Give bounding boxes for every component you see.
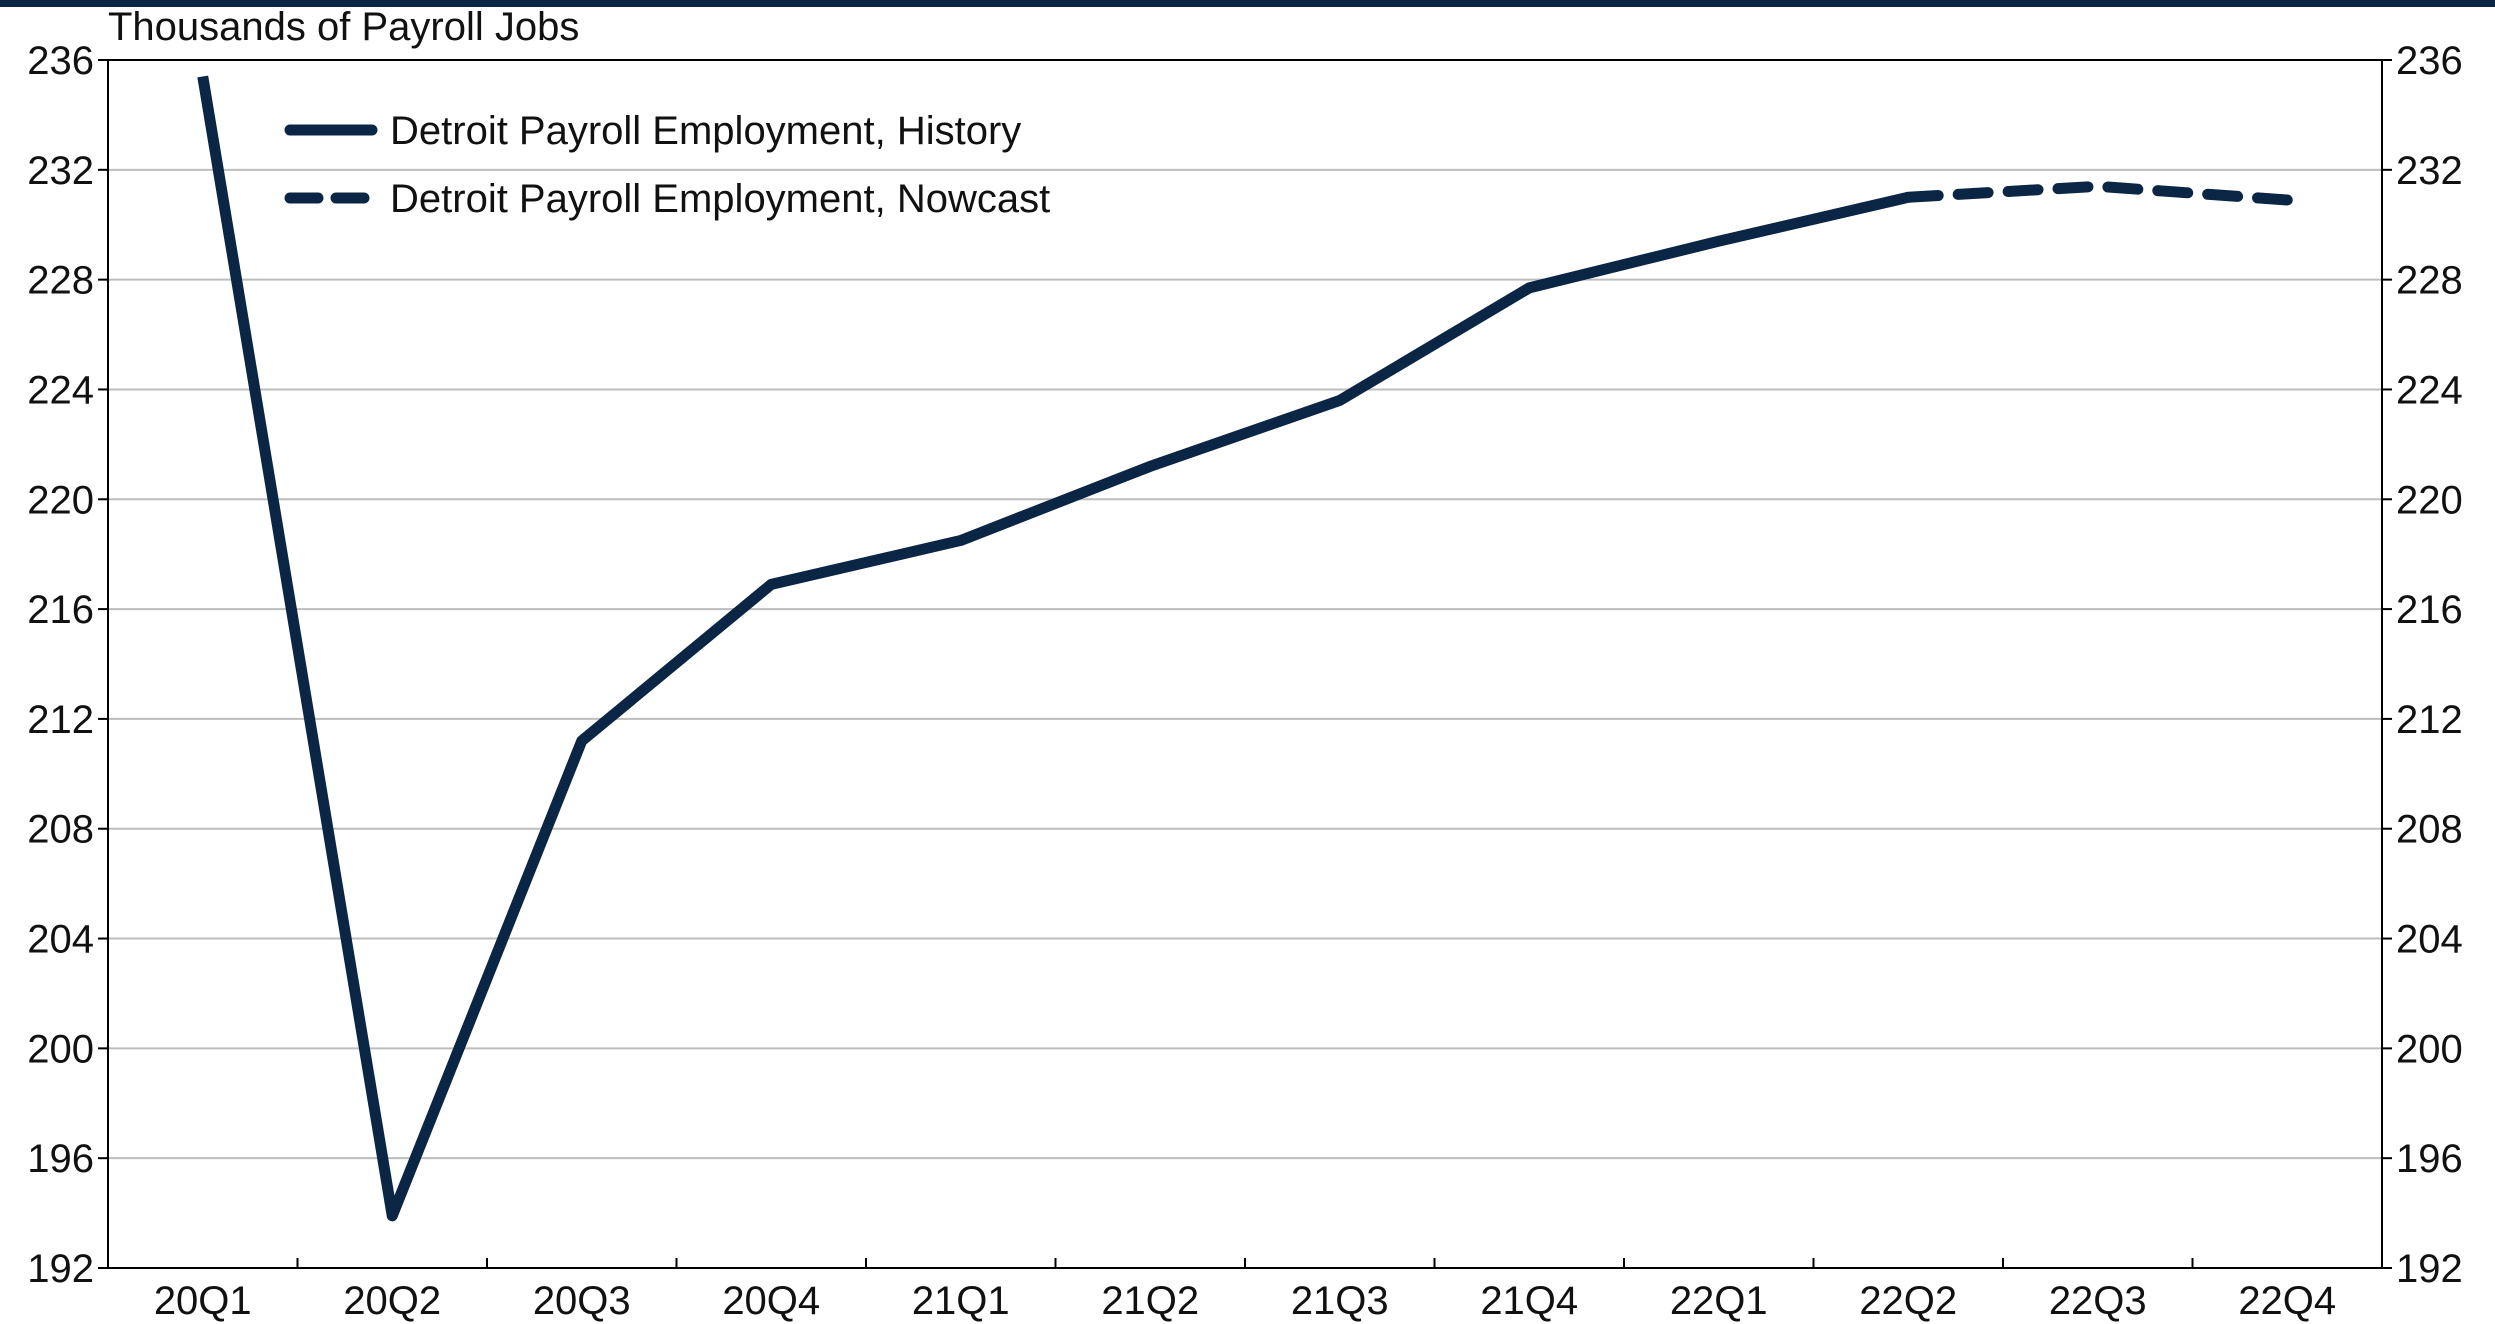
y-tick-label-left: 216 xyxy=(27,588,94,632)
top-rule xyxy=(0,0,2495,7)
y-tick-label-left: 196 xyxy=(27,1137,94,1181)
y-tick-label-right: 236 xyxy=(2396,39,2463,83)
y-tick-label-left: 220 xyxy=(27,478,94,522)
y-tick-label-left: 208 xyxy=(27,808,94,852)
left-axis-labels: 192 196 200 204 208 212 216 220 224 228 232 236 xyxy=(27,39,94,1291)
y-axis-title: Thousands of Payroll Jobs xyxy=(108,5,579,49)
y-tick-label-right: 204 xyxy=(2396,918,2463,962)
series-layer xyxy=(197,75,2293,1222)
y-tick-label-right: 220 xyxy=(2396,478,2463,522)
y-tick-label-right: 216 xyxy=(2396,588,2463,632)
y-tick-label-left: 236 xyxy=(27,39,94,83)
x-tick-label: 20Q1 xyxy=(154,1279,252,1323)
x-tick-label: 21Q3 xyxy=(1291,1279,1389,1323)
x-tick-label: 22Q4 xyxy=(2238,1279,2336,1323)
x-tick-marks xyxy=(296,1258,2194,1268)
y-tick-label-left: 192 xyxy=(27,1247,94,1291)
legend-label: Detroit Payroll Employment, History xyxy=(390,109,1021,153)
legend-label: Detroit Payroll Employment, Nowcast xyxy=(390,177,1050,221)
legend: Detroit Payroll Employment, History Detro… xyxy=(284,109,1050,221)
y-tick-label-left: 232 xyxy=(27,149,94,193)
y-tick-label-left: 204 xyxy=(27,918,94,962)
x-tick-label: 22Q1 xyxy=(1670,1279,1768,1323)
right-axis-labels: 192 196 200 204 208 212 216 220 224 228 232 236 xyxy=(2396,39,2463,1291)
x-tick-label: 21Q4 xyxy=(1480,1279,1578,1323)
y-tick-label-left: 212 xyxy=(27,698,94,742)
x-tick-label: 22Q3 xyxy=(2049,1279,2147,1323)
x-tick-label: 20Q3 xyxy=(533,1279,631,1323)
y-tick-label-right: 224 xyxy=(2396,368,2463,412)
x-tick-label: 21Q2 xyxy=(1101,1279,1199,1323)
y-tick-label-right: 196 xyxy=(2396,1137,2463,1181)
x-tick-label: 21Q1 xyxy=(912,1279,1010,1323)
y-tick-label-right: 208 xyxy=(2396,808,2463,852)
x-axis-labels: 20Q1 20Q2 20Q3 20Q4 21Q1 21Q2 21Q3 21Q4 22Q1 22Q2… xyxy=(154,1279,2336,1323)
series-line-history xyxy=(197,75,1910,1222)
x-tick-label: 22Q2 xyxy=(1859,1279,1957,1323)
x-tick-label: 20Q2 xyxy=(343,1279,441,1323)
y-tick-label-right: 192 xyxy=(2396,1247,2463,1291)
series-line-nowcast xyxy=(1902,180,2293,206)
y-tick-label-left: 224 xyxy=(27,368,94,412)
x-tick-label: 20Q4 xyxy=(722,1279,820,1323)
y-tick-label-left: 228 xyxy=(27,259,94,303)
gridlines xyxy=(98,59,2392,1269)
y-tick-label-right: 228 xyxy=(2396,259,2463,303)
y-tick-label-right: 200 xyxy=(2396,1027,2463,1071)
y-tick-label-right: 232 xyxy=(2396,149,2463,193)
y-tick-label-right: 212 xyxy=(2396,698,2463,742)
y-tick-label-left: 200 xyxy=(27,1027,94,1071)
